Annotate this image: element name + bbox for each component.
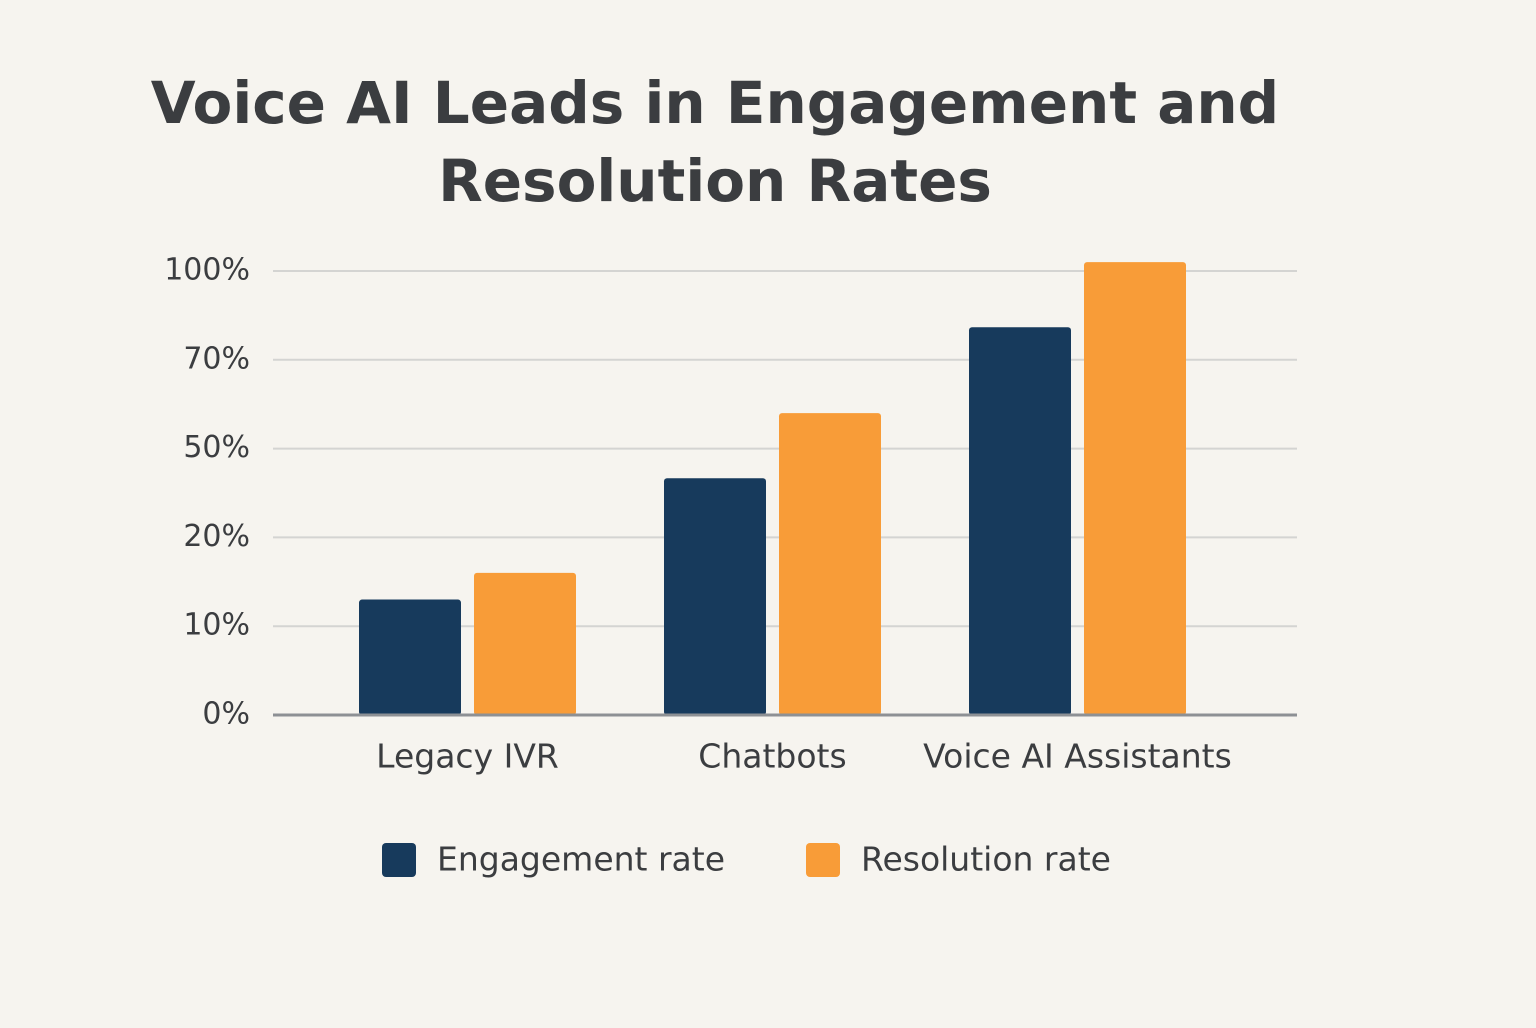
bar: [474, 572, 576, 715]
bar: [969, 327, 1071, 715]
bar: [1084, 262, 1186, 715]
y-tick-label: 0%: [202, 697, 250, 732]
x-tick-label: Legacy IVR: [376, 737, 559, 776]
y-tick-label: 100%: [164, 253, 250, 288]
legend-label: Resolution rate: [861, 840, 1111, 879]
bar: [664, 478, 766, 715]
bar: [779, 413, 881, 715]
y-tick-label: 50%: [183, 430, 250, 465]
x-tick-label: Voice AI Assistants: [923, 737, 1232, 776]
y-tick-label: 20%: [183, 519, 250, 554]
legend-label: Engagement rate: [437, 840, 725, 879]
x-tick-label: Chatbots: [698, 737, 846, 776]
bar: [359, 599, 461, 715]
legend-swatch: [382, 843, 416, 877]
y-tick-label: 10%: [183, 608, 250, 643]
y-tick-label: 70%: [183, 341, 250, 376]
legend-swatch: [806, 843, 840, 877]
chart-title: Voice AI Leads in Engagement and Resoluti…: [151, 69, 1279, 215]
